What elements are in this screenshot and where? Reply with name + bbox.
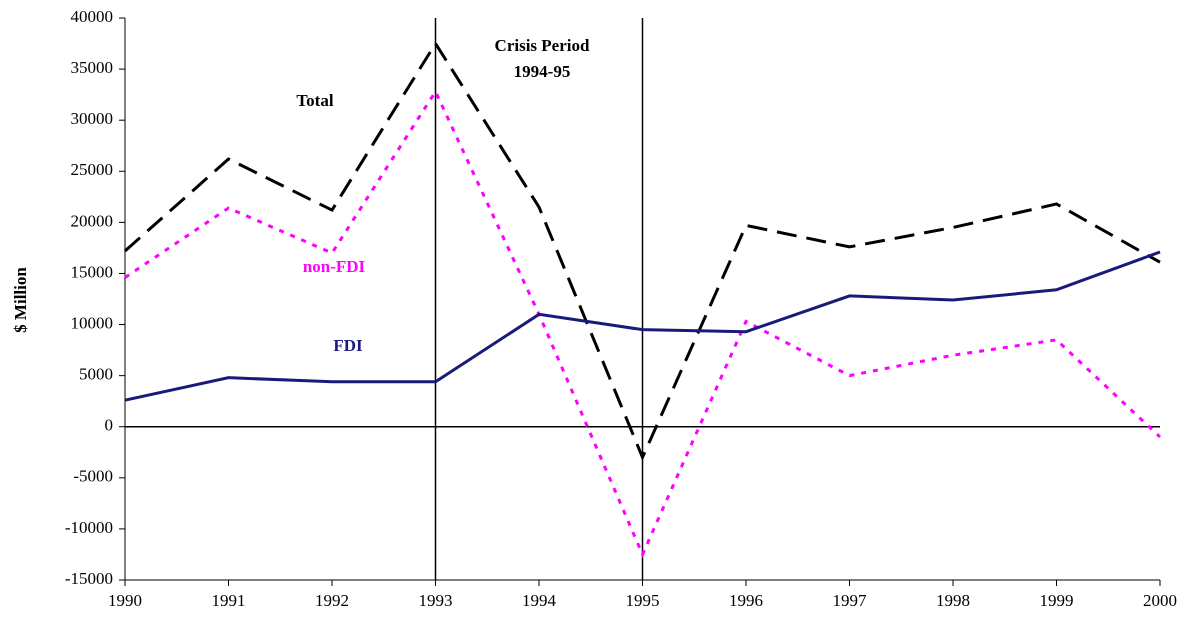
series-line (124, 88, 1162, 559)
series-line (124, 40, 1161, 462)
x-tick-label: 1994 (522, 591, 557, 610)
y-tick-label: 35000 (71, 58, 114, 77)
series-label: Total (296, 91, 333, 110)
y-tick-label: 30000 (71, 109, 114, 128)
y-tick-label: 5000 (79, 365, 113, 384)
y-tick-label: 10000 (71, 313, 114, 332)
series-label: non-FDI (303, 257, 366, 276)
y-tick-label: 20000 (71, 211, 114, 230)
y-tick-label: -5000 (73, 467, 113, 486)
y-tick-label: 15000 (71, 262, 114, 281)
x-tick-label: 1992 (315, 591, 349, 610)
x-tick-label: 1993 (419, 591, 453, 610)
x-tick-label: 2000 (1143, 591, 1177, 610)
y-tick-label: 25000 (71, 160, 114, 179)
x-tick-label: 1999 (1040, 591, 1074, 610)
x-tick-label: 1995 (626, 591, 660, 610)
x-tick-label: 1997 (833, 591, 868, 610)
y-axis-label: $ Million (11, 267, 30, 333)
x-tick-label: 1990 (108, 591, 142, 610)
x-tick-label: 1996 (729, 591, 763, 610)
x-tick-label: 1991 (212, 591, 246, 610)
y-tick-label: 40000 (71, 7, 114, 26)
y-tick-label: -15000 (65, 569, 113, 588)
y-tick-label: 0 (105, 416, 114, 435)
series-line (124, 250, 1161, 402)
annotation: Crisis Period (495, 36, 590, 55)
annotation: 1994-95 (514, 62, 571, 81)
x-tick-label: 1998 (936, 591, 970, 610)
y-tick-label: -10000 (65, 518, 113, 537)
series-label: FDI (333, 336, 363, 355)
